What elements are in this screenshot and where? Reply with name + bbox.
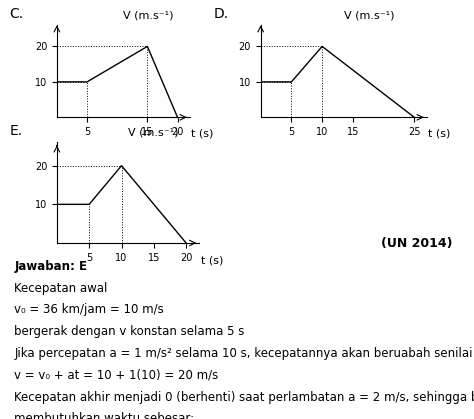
Text: V (m.s⁻¹): V (m.s⁻¹)	[123, 10, 174, 21]
Text: membutuhkan waktu sebesar:: membutuhkan waktu sebesar:	[14, 412, 194, 419]
Text: v₀ = 36 km/jam = 10 m/s: v₀ = 36 km/jam = 10 m/s	[14, 303, 164, 316]
Text: t (s): t (s)	[191, 129, 214, 139]
Text: Kecepatan awal: Kecepatan awal	[14, 282, 108, 295]
Text: D.: D.	[213, 7, 228, 21]
Text: t (s): t (s)	[428, 129, 451, 139]
Text: Kecepatan akhir menjadi 0 (berhenti) saat perlambatan a = 2 m/s, sehingga benda: Kecepatan akhir menjadi 0 (berhenti) saa…	[14, 391, 474, 403]
Text: Jawaban: E: Jawaban: E	[14, 260, 87, 273]
Text: v = v₀ + at = 10 + 1(10) = 20 m/s: v = v₀ + at = 10 + 1(10) = 20 m/s	[14, 369, 219, 382]
Text: V (m.s⁻¹): V (m.s⁻¹)	[128, 127, 179, 137]
Text: (UN 2014): (UN 2014)	[382, 237, 453, 250]
Text: t (s): t (s)	[201, 256, 223, 265]
Text: Jika percepatan a = 1 m/s² selama 10 s, kecepatannya akan beruabah senilai: Jika percepatan a = 1 m/s² selama 10 s, …	[14, 347, 473, 360]
Text: V (m.s⁻¹): V (m.s⁻¹)	[344, 10, 394, 21]
Text: E.: E.	[9, 124, 23, 138]
Text: bergerak dengan v konstan selama 5 s: bergerak dengan v konstan selama 5 s	[14, 325, 245, 338]
Text: C.: C.	[9, 7, 24, 21]
